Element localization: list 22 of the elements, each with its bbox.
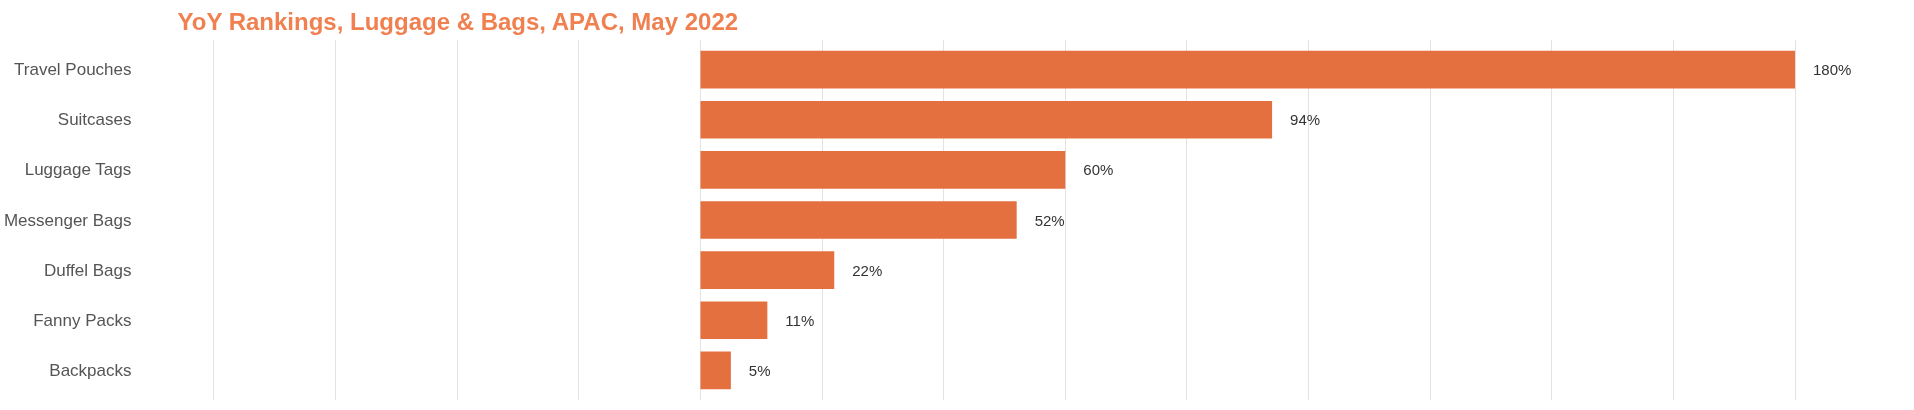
- bar: [700, 151, 1066, 189]
- bar: [700, 351, 731, 390]
- bar: [700, 201, 1017, 239]
- bar: [700, 50, 1796, 89]
- data-label: 11%: [785, 311, 815, 329]
- bar: [700, 251, 835, 289]
- data-label: 22%: [852, 261, 883, 279]
- data-label: 5%: [748, 361, 771, 379]
- data-label: 60%: [1083, 161, 1114, 179]
- bar: [700, 100, 1273, 139]
- y-tick-label: Messenger Bags: [3, 210, 132, 230]
- data-label: 180%: [1813, 61, 1852, 79]
- y-tick-label: Duffel Bags: [43, 260, 132, 280]
- text: YoY Rankings, Luggage & Bags, APAC, May 2022: [177, 7, 739, 35]
- data-label: 52%: [1034, 211, 1065, 229]
- y-tick-label: Backpacks: [49, 360, 132, 380]
- y-tick-label: Suitcases: [57, 110, 132, 130]
- y-tick-label: Travel Pouches: [14, 60, 132, 80]
- data-label: 94%: [1290, 111, 1321, 129]
- bar: [700, 301, 768, 340]
- y-tick-label: Fanny Packs: [33, 310, 132, 330]
- y-tick-label: Luggage Tags: [24, 160, 132, 180]
